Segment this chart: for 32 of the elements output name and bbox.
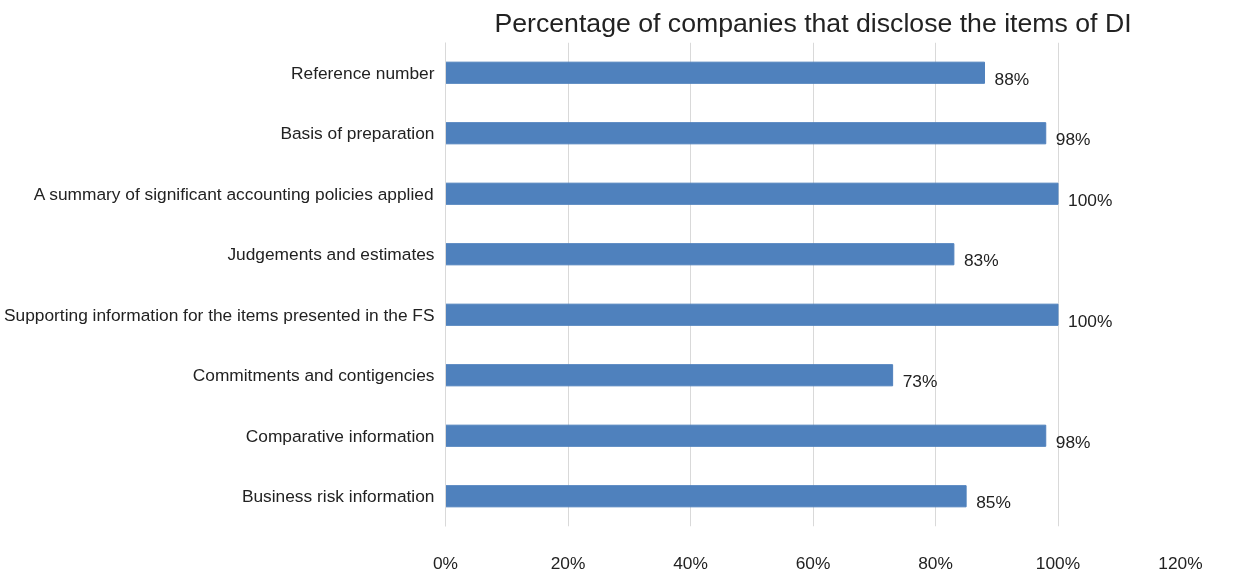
y-tick-label: Reference number [290,62,435,83]
y-tick-label: Business risk information [241,486,435,507]
x-tick-label: 60% [795,552,831,573]
y-tick-label: Comparative information [245,425,435,446]
bar [445,485,967,508]
y-tick-label: Basis of preparation [280,123,435,144]
y-tick-label: Supporting information for the items presented in the FS [3,304,435,325]
x-tick-label: 120% [1158,552,1203,573]
x-tick-label: 40% [673,552,708,573]
chart-title: Percentage of companies that disclose the items of DI [494,7,1132,38]
data-label: 83% [963,250,999,271]
data-label: 73% [902,371,938,392]
data-label: 100% [1068,189,1113,210]
x-tick-label: 0% [432,552,459,573]
y-tick-label: A summary of significant accounting policies applied [33,183,434,204]
x-tick-label: 100% [1035,552,1081,573]
x-tick-label: 80% [918,552,953,573]
bar [445,182,1059,205]
bar [445,61,985,84]
bar [445,122,1047,145]
bar [445,424,1047,447]
data-label: 98% [1055,431,1091,452]
bar [445,243,955,266]
data-label: 85% [976,492,1011,513]
data-label: 88% [994,68,1030,89]
x-tick-label: 20% [550,552,586,573]
bar [445,364,894,387]
y-tick-label: Judgements and estimates [227,244,435,265]
data-label: 100% [1068,310,1113,331]
bar [445,303,1059,326]
y-tick-label: Commitments and contigencies [192,365,435,386]
data-label: 98% [1055,129,1091,150]
